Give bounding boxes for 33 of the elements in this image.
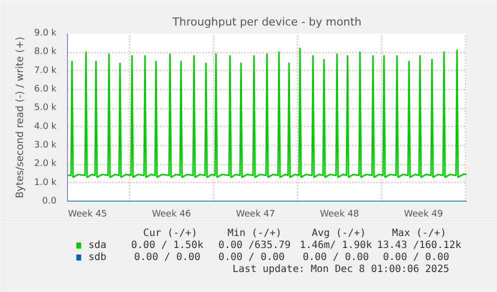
- x-tick-label: Week 45: [68, 210, 107, 220]
- y-tick-label: 7.0 k: [34, 66, 58, 76]
- text: 0.00 / 0.00: [383, 252, 450, 263]
- y-tick-label: 8.0 k: [34, 47, 58, 58]
- text: Max (-/+): [392, 228, 446, 239]
- y-tick-label: 1.0 k: [34, 178, 58, 188]
- y-tick-label: 9.0 k: [34, 28, 58, 38]
- text: 0.00 / 0.00: [302, 252, 369, 263]
- y-axis-title: Bytes/second read (-) / write (+): [15, 36, 26, 198]
- text: Avg (-/+): [312, 228, 366, 239]
- legend-label: sdb: [88, 252, 106, 263]
- chart-title: Throughput per device - by month: [172, 16, 362, 28]
- x-tick-label: Week 47: [236, 210, 275, 220]
- x-tick-label: Week 48: [320, 210, 360, 220]
- y-tick-label: 5.0 k: [34, 103, 58, 114]
- text: Cur (-/+): [143, 228, 198, 239]
- text: Min (-/+): [227, 228, 282, 239]
- y-tick-label: 3.0 k: [34, 140, 58, 150]
- y-tick-label: 2.0 k: [34, 159, 58, 170]
- text: Last update: Mon Dec 8 01:00:06 2025: [232, 264, 450, 275]
- text: 13.43 /160.12k: [376, 240, 462, 251]
- text: 0.00 /635.79: [218, 240, 291, 251]
- x-tick-label: Week 46: [152, 210, 192, 220]
- text: 1.46m/ 1.90k: [300, 240, 372, 251]
- y-tick-label: 0.0: [42, 196, 57, 206]
- y-tick-label: 6.0 k: [34, 84, 58, 94]
- text: 0.00 / 0.00: [134, 252, 200, 263]
- x-tick-label: Week 49: [404, 210, 444, 220]
- legend-label: sda: [88, 240, 106, 251]
- y-tick-label: 4.0 k: [34, 122, 58, 132]
- line-series: [68, 48, 466, 178]
- text: 0.00 / 0.00: [218, 252, 285, 263]
- text: 0.00 / 1.50k: [131, 240, 204, 251]
